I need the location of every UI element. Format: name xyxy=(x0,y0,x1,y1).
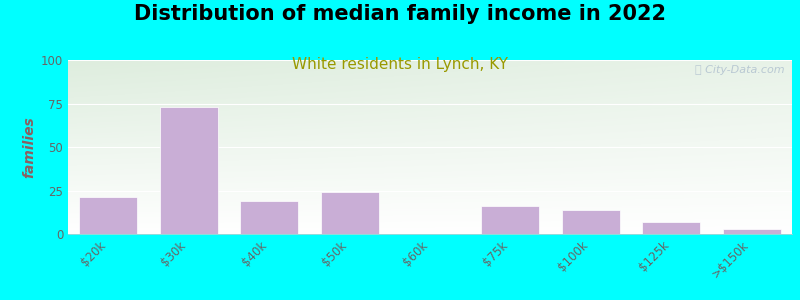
Bar xyxy=(240,201,298,234)
Bar xyxy=(321,192,378,234)
Bar xyxy=(562,210,620,234)
Bar xyxy=(160,107,218,234)
Y-axis label: families: families xyxy=(22,116,37,178)
Text: White residents in Lynch, KY: White residents in Lynch, KY xyxy=(292,57,508,72)
Text: Distribution of median family income in 2022: Distribution of median family income in … xyxy=(134,4,666,25)
Bar xyxy=(642,222,700,234)
Text: ⓘ City-Data.com: ⓘ City-Data.com xyxy=(695,65,785,75)
Bar xyxy=(79,197,137,234)
Bar xyxy=(723,229,781,234)
Bar xyxy=(482,206,539,234)
